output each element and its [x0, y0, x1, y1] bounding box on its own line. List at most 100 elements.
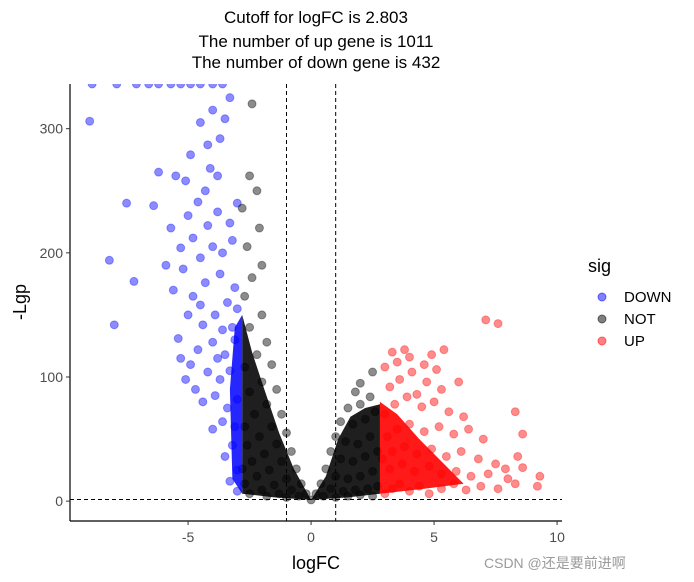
- data-point-down: [198, 397, 208, 407]
- data-point-down: [188, 291, 198, 301]
- y-tick-label: 300: [40, 121, 64, 137]
- data-point-down: [218, 248, 228, 258]
- data-point-down: [186, 360, 196, 370]
- data-point-up: [412, 389, 422, 399]
- data-point-down: [183, 310, 193, 320]
- data-point-not: [286, 446, 296, 456]
- data-point-down: [168, 285, 178, 295]
- data-point-down: [171, 171, 181, 181]
- data-point-down: [154, 167, 164, 177]
- data-point-up: [424, 489, 434, 499]
- data-point-up: [444, 407, 454, 417]
- data-point-up: [464, 424, 474, 434]
- data-point-down: [190, 384, 200, 394]
- x-tick-label: 10: [549, 529, 565, 545]
- data-point-down: [131, 84, 141, 89]
- data-point-down: [176, 84, 186, 89]
- watermark-text: CSDN @还是要前进啊: [484, 555, 626, 571]
- density-down: [229, 314, 243, 494]
- data-point-down: [213, 207, 223, 217]
- data-point-down: [218, 84, 228, 89]
- data-point-not: [245, 322, 255, 332]
- legend-label-not: NOT: [624, 311, 656, 328]
- data-point-down: [193, 197, 203, 207]
- density-group: [229, 314, 464, 500]
- x-tick-label: 5: [430, 529, 438, 545]
- data-point-down: [208, 424, 218, 434]
- data-point-down: [188, 233, 198, 243]
- data-point-down: [203, 367, 213, 377]
- data-point-down: [215, 134, 225, 144]
- data-point-down: [129, 276, 139, 286]
- data-point-not: [272, 384, 282, 394]
- data-point-not: [252, 186, 262, 196]
- data-point-down: [220, 114, 230, 124]
- data-point-not: [355, 399, 365, 409]
- data-point-down: [203, 221, 213, 231]
- data-point-down: [218, 325, 228, 335]
- data-point-up: [385, 382, 395, 392]
- data-point-up: [532, 481, 542, 491]
- data-point-down: [218, 417, 228, 427]
- data-point-down: [109, 320, 119, 330]
- data-point-not: [277, 409, 287, 419]
- plot-area: [70, 84, 562, 521]
- data-point-down: [144, 84, 154, 89]
- legend-label-down: DOWN: [624, 289, 672, 306]
- data-point-up: [461, 485, 471, 495]
- data-point-down: [181, 374, 191, 384]
- data-point-down: [186, 150, 196, 160]
- data-point-down: [166, 223, 176, 233]
- data-point-down: [220, 350, 230, 360]
- data-point-up: [427, 350, 437, 360]
- data-point-not: [240, 291, 250, 301]
- data-point-down: [203, 140, 213, 150]
- data-point-not: [245, 171, 255, 181]
- data-point-down: [232, 304, 242, 314]
- legend-label-up: UP: [624, 333, 645, 350]
- data-point-down: [225, 218, 235, 228]
- data-point-up: [500, 464, 510, 474]
- data-point-not: [252, 350, 262, 360]
- data-point-down: [220, 451, 230, 461]
- data-point-up: [441, 451, 451, 461]
- data-point-down: [183, 211, 193, 221]
- points-group: [85, 84, 545, 505]
- data-point-down: [222, 298, 232, 307]
- data-point-down: [161, 260, 171, 270]
- data-point-up: [518, 463, 528, 473]
- data-point-not: [257, 310, 267, 320]
- data-point-down: [154, 84, 164, 89]
- data-point-down: [232, 198, 242, 208]
- data-point-down: [198, 320, 208, 330]
- data-point-down: [200, 186, 210, 196]
- density-not-left: [242, 314, 312, 500]
- data-point-not: [262, 337, 272, 347]
- data-point-up: [451, 466, 461, 476]
- x-tick-label: -5: [182, 529, 195, 545]
- data-point-not: [336, 417, 346, 427]
- data-point-not: [350, 387, 360, 397]
- data-point-down: [222, 403, 232, 413]
- data-point-not: [368, 367, 378, 377]
- data-point-down: [225, 476, 235, 486]
- data-point-down: [215, 269, 225, 279]
- data-point-not: [242, 242, 252, 252]
- data-point-up: [473, 454, 483, 464]
- data-point-up: [456, 446, 466, 456]
- data-point-up: [535, 471, 545, 481]
- chart-title-line-3: The number of down gene is 432: [191, 53, 441, 72]
- data-point-down: [208, 242, 218, 252]
- data-point-up: [404, 352, 414, 362]
- data-point-up: [493, 319, 503, 329]
- data-point-up: [454, 377, 464, 387]
- data-point-down: [195, 117, 205, 127]
- data-point-up: [417, 402, 427, 412]
- data-point-down: [193, 345, 203, 355]
- legend: sig DOWN NOT UP: [588, 256, 672, 350]
- data-point-down: [215, 374, 225, 384]
- data-point-down: [225, 93, 235, 103]
- data-point-up: [483, 469, 493, 479]
